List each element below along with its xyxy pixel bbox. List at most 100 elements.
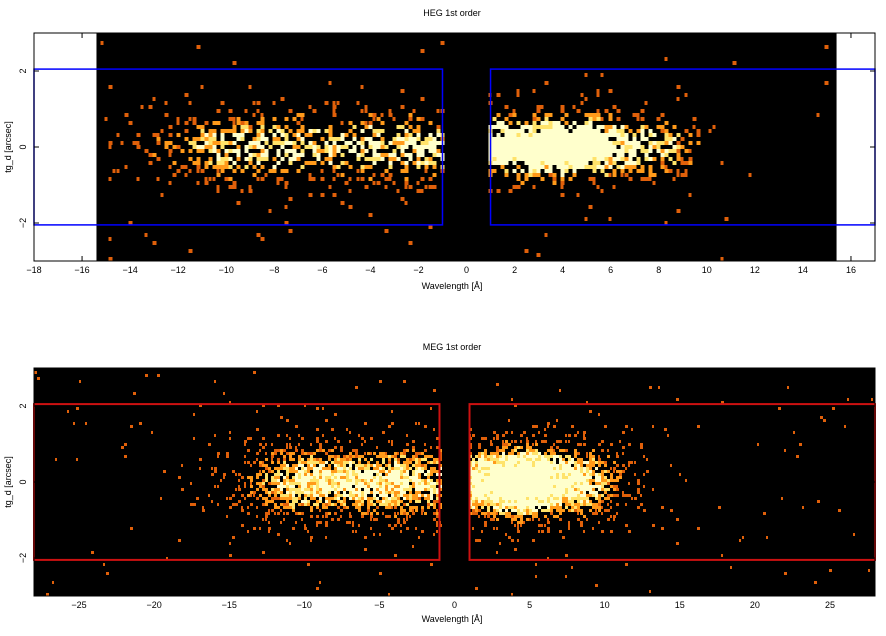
count-cell xyxy=(415,491,418,494)
count-cell xyxy=(565,491,568,494)
count-cell xyxy=(532,458,535,461)
count-cell xyxy=(640,145,645,149)
count-cell xyxy=(274,503,277,506)
count-cell xyxy=(164,101,168,105)
count-cell xyxy=(436,446,439,449)
count-cell xyxy=(560,173,565,177)
count-cell xyxy=(592,491,595,494)
count-cell xyxy=(304,473,307,476)
count-cell xyxy=(496,113,501,117)
count-cell xyxy=(544,491,547,494)
count-cell xyxy=(265,488,268,491)
count-cell xyxy=(550,452,553,455)
count-cell xyxy=(529,467,532,470)
count-cell xyxy=(523,497,526,500)
count-cell xyxy=(316,428,319,431)
count-cell xyxy=(565,473,568,476)
count-cell xyxy=(553,449,555,452)
count-cell xyxy=(316,515,319,518)
count-cell xyxy=(388,524,391,527)
count-cell xyxy=(280,485,283,488)
count-cell xyxy=(490,491,493,494)
count-cell xyxy=(277,461,280,464)
count-cell xyxy=(592,479,595,482)
count-cell xyxy=(571,485,574,488)
count-cell xyxy=(355,485,358,488)
count-cell xyxy=(505,440,508,443)
count-cell xyxy=(409,461,412,464)
count-cell xyxy=(541,470,544,473)
count-cell xyxy=(508,157,513,161)
count-cell xyxy=(664,428,667,431)
count-cell xyxy=(588,153,593,157)
count-cell xyxy=(358,476,361,479)
count-cell xyxy=(493,515,496,518)
count-cell xyxy=(616,464,619,467)
count-cell xyxy=(430,473,433,476)
count-cell xyxy=(280,169,285,173)
count-cell xyxy=(274,491,277,494)
count-cell xyxy=(367,497,370,500)
count-cell xyxy=(608,113,613,117)
count-cell xyxy=(499,500,502,503)
count-cell xyxy=(277,497,280,500)
count-cell xyxy=(580,137,585,141)
count-cell xyxy=(720,257,724,261)
count-cell xyxy=(364,422,367,425)
count-cell xyxy=(588,205,593,209)
count-cell xyxy=(584,73,588,77)
count-cell xyxy=(220,169,225,173)
count-cell xyxy=(596,89,600,93)
count-cell xyxy=(292,485,295,488)
count-cell xyxy=(490,470,493,473)
count-cell xyxy=(490,494,493,497)
count-cell xyxy=(796,455,799,458)
meg-y-ticks: −202 xyxy=(18,403,875,563)
count-cell xyxy=(583,467,586,470)
y-tick-label: 0 xyxy=(18,479,28,484)
count-cell xyxy=(223,476,225,479)
count-cell xyxy=(565,482,568,485)
count-cell xyxy=(320,169,324,173)
count-cell xyxy=(547,476,550,479)
count-cell xyxy=(532,473,535,476)
count-cell xyxy=(403,455,406,458)
count-cell xyxy=(532,125,537,129)
count-cell xyxy=(583,515,586,518)
count-cell xyxy=(613,518,615,521)
count-cell xyxy=(532,113,537,117)
count-cell xyxy=(784,449,786,452)
count-cell xyxy=(232,181,237,185)
count-cell xyxy=(496,157,501,161)
count-cell xyxy=(391,467,394,470)
count-cell xyxy=(589,470,592,473)
count-cell xyxy=(540,149,545,153)
count-cell xyxy=(556,153,561,157)
x-tick-label: 6 xyxy=(608,265,613,275)
count-cell xyxy=(367,503,370,506)
count-cell xyxy=(538,491,541,494)
count-cell xyxy=(361,515,364,518)
count-cell xyxy=(529,470,532,473)
count-cell xyxy=(301,491,304,494)
count-cell xyxy=(484,437,487,440)
count-cell xyxy=(520,509,523,512)
count-cell xyxy=(676,173,680,177)
count-cell xyxy=(220,479,222,482)
count-cell xyxy=(240,125,245,129)
count-cell xyxy=(283,497,286,500)
count-cell xyxy=(487,494,490,497)
count-cell xyxy=(620,137,625,141)
count-cell xyxy=(379,488,382,491)
count-cell xyxy=(596,145,601,149)
count-cell xyxy=(595,584,598,587)
count-cell xyxy=(409,494,412,497)
count-cell xyxy=(286,473,289,476)
count-cell xyxy=(226,452,229,455)
count-cell xyxy=(208,137,213,141)
count-cell xyxy=(332,193,337,197)
count-cell xyxy=(310,467,313,470)
count-cell xyxy=(625,467,627,470)
count-cell xyxy=(415,476,418,479)
